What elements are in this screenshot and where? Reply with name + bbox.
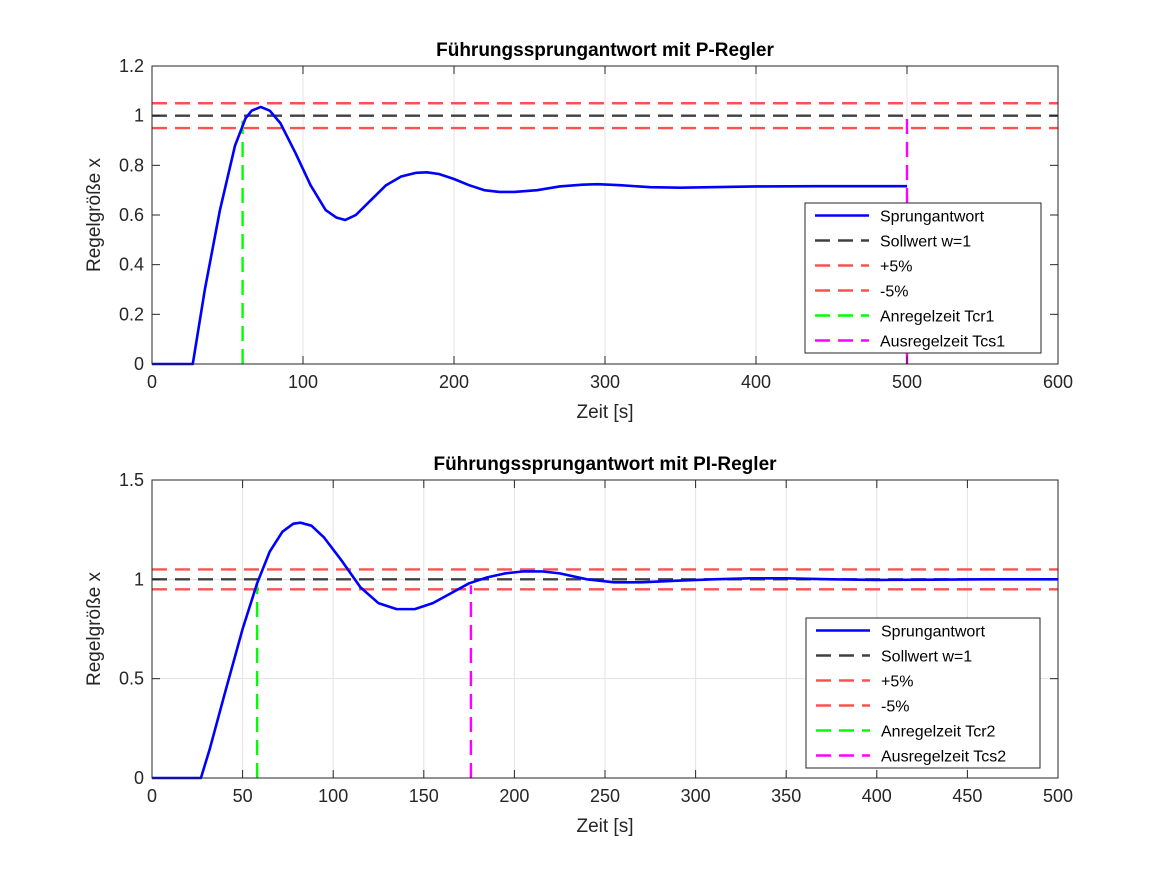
x-tick-label: 300 (681, 786, 711, 806)
x-axis-label: Zeit [s] (576, 402, 633, 423)
x-axis-label: Zeit [s] (576, 816, 633, 837)
legend: Sprungantwort Sollwert w=1 +5% -5% Anregelze… (805, 617, 1041, 769)
x-tick-label: 400 (862, 786, 892, 806)
y-tick-label: 0 (134, 354, 144, 374)
y-tick-label: 1.2 (119, 56, 144, 76)
legend: Sprungantwort Sollwert w=1 +5% -5% Anregelze… (804, 202, 1042, 354)
chart-1: 0 100 200 300 400 500 600 0 0.2 0.4 0.6 0.8 1 1.2 Führ… (84, 40, 1073, 423)
legend-label: Sollwert w=1 (880, 234, 971, 251)
ticks: 0 50 100 150 200 250 300 350 400 450 500 0 0.5 1 1.5 (119, 470, 1073, 806)
series-line-1 (152, 105, 907, 366)
chart-2: 0 50 100 150 200 250 300 350 400 450 500 0 0.5 1 1.5 Fü… (84, 454, 1073, 837)
legend-label: Ausregelzeit Tcs1 (880, 334, 1005, 351)
x-tick-label: 450 (952, 786, 982, 806)
x-tick-label: 300 (590, 372, 620, 392)
ticks: 0 100 200 300 400 500 600 0 0.2 0.4 0.6 0.8 1 1.2 (119, 56, 1073, 392)
x-tick-label: 50 (233, 786, 253, 806)
chart-title: Führungssprungantwort mit PI-Regler (433, 454, 777, 475)
x-tick-label: 500 (892, 372, 922, 392)
legend-label: -5% (881, 699, 909, 716)
y-tick-label: 0.2 (119, 304, 144, 324)
legend-label: Sollwert w=1 (881, 649, 972, 666)
y-tick-label: 1.5 (119, 470, 144, 490)
x-tick-label: 400 (741, 372, 771, 392)
legend-label: -5% (880, 284, 908, 301)
x-tick-label: 100 (288, 372, 318, 392)
chart-title: Führungssprungantwort mit P-Regler (436, 40, 774, 61)
legend-label: +5% (881, 674, 913, 691)
x-tick-label: 600 (1043, 372, 1073, 392)
x-tick-label: 250 (590, 786, 620, 806)
x-tick-label: 350 (771, 786, 801, 806)
legend-label: Anregelzeit Tcr2 (881, 724, 996, 741)
legend-label: Sprungantwort (881, 624, 986, 641)
legend-label: Anregelzeit Tcr1 (880, 309, 995, 326)
y-tick-label: 0.4 (119, 255, 144, 275)
y-tick-label: 0.5 (119, 669, 144, 689)
x-tick-label: 500 (1043, 786, 1073, 806)
series-line-1 (152, 521, 1058, 780)
y-axis-label: Regelgröße x (84, 571, 105, 686)
x-tick-label: 200 (439, 372, 469, 392)
y-tick-label: 1 (134, 569, 144, 589)
x-tick-label: 100 (318, 786, 348, 806)
y-tick-label: 0 (134, 768, 144, 788)
legend-label: +5% (880, 259, 912, 276)
x-tick-label: 0 (147, 786, 157, 806)
y-tick-label: 0.8 (119, 155, 144, 175)
legend-label: Sprungantwort (880, 209, 985, 226)
x-tick-label: 0 (147, 372, 157, 392)
y-tick-label: 1 (134, 106, 144, 126)
y-tick-label: 0.6 (119, 205, 144, 225)
x-tick-label: 150 (409, 786, 439, 806)
x-tick-label: 200 (499, 786, 529, 806)
legend-label: Ausregelzeit Tcs2 (881, 749, 1006, 766)
y-axis-label: Regelgröße x (84, 157, 105, 272)
legend-box (804, 202, 1042, 354)
legend-box (805, 617, 1041, 769)
